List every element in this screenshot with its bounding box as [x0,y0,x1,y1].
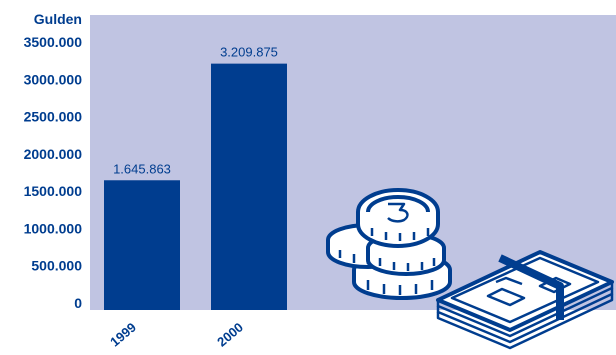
bars [104,63,287,310]
coin-top [356,188,440,248]
x-axis-ticks: 1999 2000 [107,320,246,350]
banknote-stack-icon [436,250,614,350]
x-tick-label-1999: 1999 [107,320,139,350]
bar-value-label-1999: 1.645.863 [113,161,171,176]
y-tick-label: 1000.000 [24,220,83,236]
coin-stack-icon [326,188,452,300]
bar-value-label-2000: 3.209.875 [220,45,278,60]
y-tick-label: 0 [74,295,82,311]
y-tick-label: 2500.000 [24,109,83,125]
y-tick-label: 1500.000 [24,183,83,199]
y-tick-label: 2000.000 [24,146,83,162]
y-tick-label: 3000.000 [24,71,83,87]
x-tick-label-2000: 2000 [214,320,246,350]
y-tick-label: 3500.000 [24,34,83,50]
bar-2000 [211,63,287,310]
bar-1999 [104,180,180,310]
y-tick-label: 500.000 [31,258,82,274]
y-axis-label: Gulden [34,11,82,27]
bar-value-labels: 1.645.863 3.209.875 [113,45,278,177]
y-axis-ticks: 0 500.000 1000.000 1500.000 2000.000 2500.000… [24,34,83,311]
